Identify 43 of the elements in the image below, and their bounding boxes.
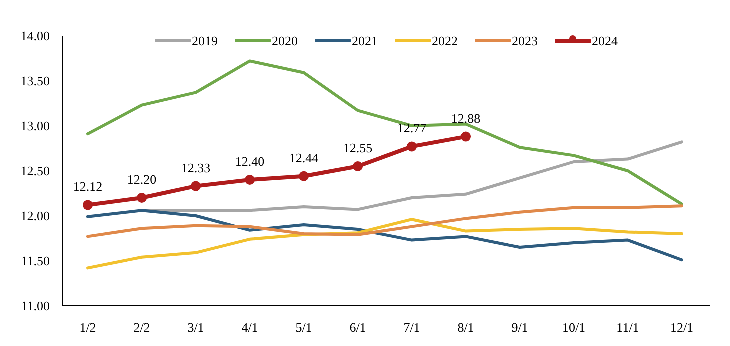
point — [83, 200, 93, 210]
point — [461, 132, 471, 142]
legend-label: 2023 — [512, 34, 538, 49]
data-label: 12.55 — [343, 140, 373, 156]
legend-label: 2020 — [272, 34, 298, 49]
line-series — [86, 204, 684, 238]
data-label: 12.44 — [289, 150, 320, 166]
line-series — [86, 218, 684, 270]
x-tick-label: 1/2 — [80, 320, 96, 335]
y-tick-label: 13.00 — [20, 118, 50, 134]
point — [299, 171, 309, 182]
data-label: 12.88 — [451, 110, 481, 126]
x-tick-label: 10/1 — [562, 320, 586, 335]
x-tick-label: 7/1 — [404, 320, 420, 335]
y-tick-label: 11.50 — [21, 254, 50, 269]
x-tick-label: 11/1 — [616, 320, 640, 335]
x-tick-label: 8/1 — [458, 320, 474, 335]
y-tick-label: 11.00 — [21, 298, 50, 314]
y-tick-label: 12.00 — [20, 208, 50, 224]
x-tick-label: 2/2 — [134, 320, 150, 335]
x-tick-label: 5/1 — [296, 320, 312, 335]
legend-label: 2021 — [352, 34, 378, 49]
legend-label: 2024 — [592, 34, 618, 49]
y-tick-label: 14.00 — [20, 28, 50, 44]
x-tick-label: 9/1 — [512, 320, 528, 335]
y-tick-label: 12.50 — [20, 164, 50, 179]
legend-label: 2022 — [432, 34, 458, 49]
legend-label: 2019 — [192, 34, 218, 49]
x-tick-label: 4/1 — [242, 320, 258, 335]
data-label: 12.12 — [73, 179, 103, 194]
point — [353, 162, 363, 172]
point — [245, 175, 255, 185]
line-series — [86, 209, 684, 262]
data-label: 12.20 — [127, 172, 157, 187]
data-label: 12.33 — [181, 160, 211, 176]
point — [407, 142, 417, 152]
point — [137, 193, 147, 203]
x-tick-label: 12/1 — [670, 320, 694, 335]
y-tick-label: 13.50 — [20, 74, 50, 89]
x-tick-label: 3/1 — [188, 320, 204, 335]
x-tick-label: 6/1 — [350, 320, 366, 335]
point — [191, 181, 201, 192]
data-label: 12.40 — [235, 154, 265, 169]
